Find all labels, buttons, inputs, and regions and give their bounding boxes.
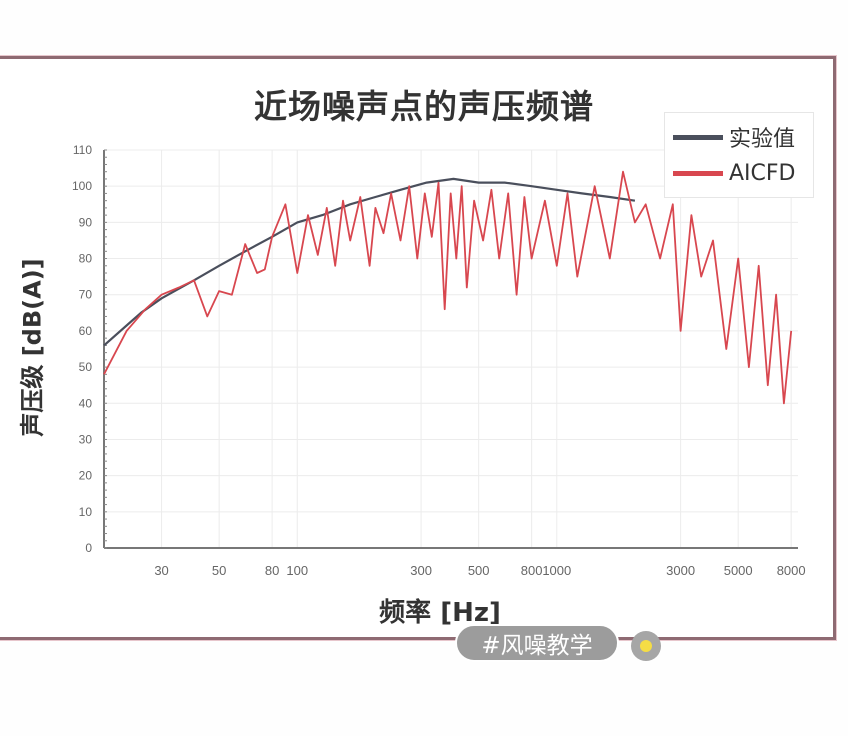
- y-tick-label: 110: [73, 143, 92, 157]
- x-tick-label: 1000: [542, 563, 571, 578]
- legend: 实验值 AICFD: [664, 112, 814, 198]
- legend-label: 实验值: [729, 127, 796, 152]
- y-tick-label: 40: [79, 396, 93, 410]
- y-axis-label: 声压级 [dB(A)]: [18, 258, 47, 437]
- y-tick-label: 60: [79, 324, 93, 338]
- y-tick-label: 70: [79, 288, 93, 302]
- axes: [103, 149, 798, 549]
- series-line-1: [103, 170, 793, 405]
- legend-item-aicfd: AICFD: [673, 161, 796, 186]
- tick-labels: 0 10 20 30 40 50 60 70 80 90 100 110 30 50 80 100 300 500…: [72, 143, 806, 578]
- y-tick-label: 10: [79, 505, 93, 519]
- series-line-0: [103, 177, 636, 347]
- y-tick-label: 0: [85, 541, 92, 555]
- x-tick-label: 500: [468, 563, 490, 578]
- x-tick-label: 800: [521, 563, 543, 578]
- x-tick-label: 8000: [777, 563, 806, 578]
- y-tick-label: 50: [79, 360, 93, 374]
- x-tick-label: 3000: [666, 563, 695, 578]
- legend-item-experiment: 实验值: [673, 121, 795, 153]
- legend-swatch-experiment: [673, 134, 723, 140]
- legend-label: AICFD: [729, 161, 796, 186]
- x-tick-label: 100: [286, 563, 308, 578]
- y-tick-label: 20: [79, 469, 93, 483]
- y-tick-label: 90: [79, 215, 93, 229]
- y-tick-label: 30: [79, 432, 93, 446]
- data-series: [103, 170, 793, 405]
- y-tick-label: 100: [72, 179, 92, 193]
- indicator-dot-icon: [631, 631, 661, 661]
- chart-title: 近场噪声点的声压频谱: [254, 87, 594, 126]
- grid-lines: [104, 149, 798, 549]
- x-tick-label: 50: [212, 563, 226, 578]
- x-tick-label: 300: [410, 563, 432, 578]
- y-tick-label: 80: [79, 252, 93, 266]
- x-tick-label: 80: [265, 563, 279, 578]
- x-axis-label: 频率 [Hz]: [379, 598, 501, 628]
- legend-swatch-aicfd: [673, 171, 723, 176]
- hashtag-badge[interactable]: #风噪教学: [455, 624, 619, 662]
- x-tick-label: 5000: [724, 563, 753, 578]
- x-tick-label: 30: [154, 563, 168, 578]
